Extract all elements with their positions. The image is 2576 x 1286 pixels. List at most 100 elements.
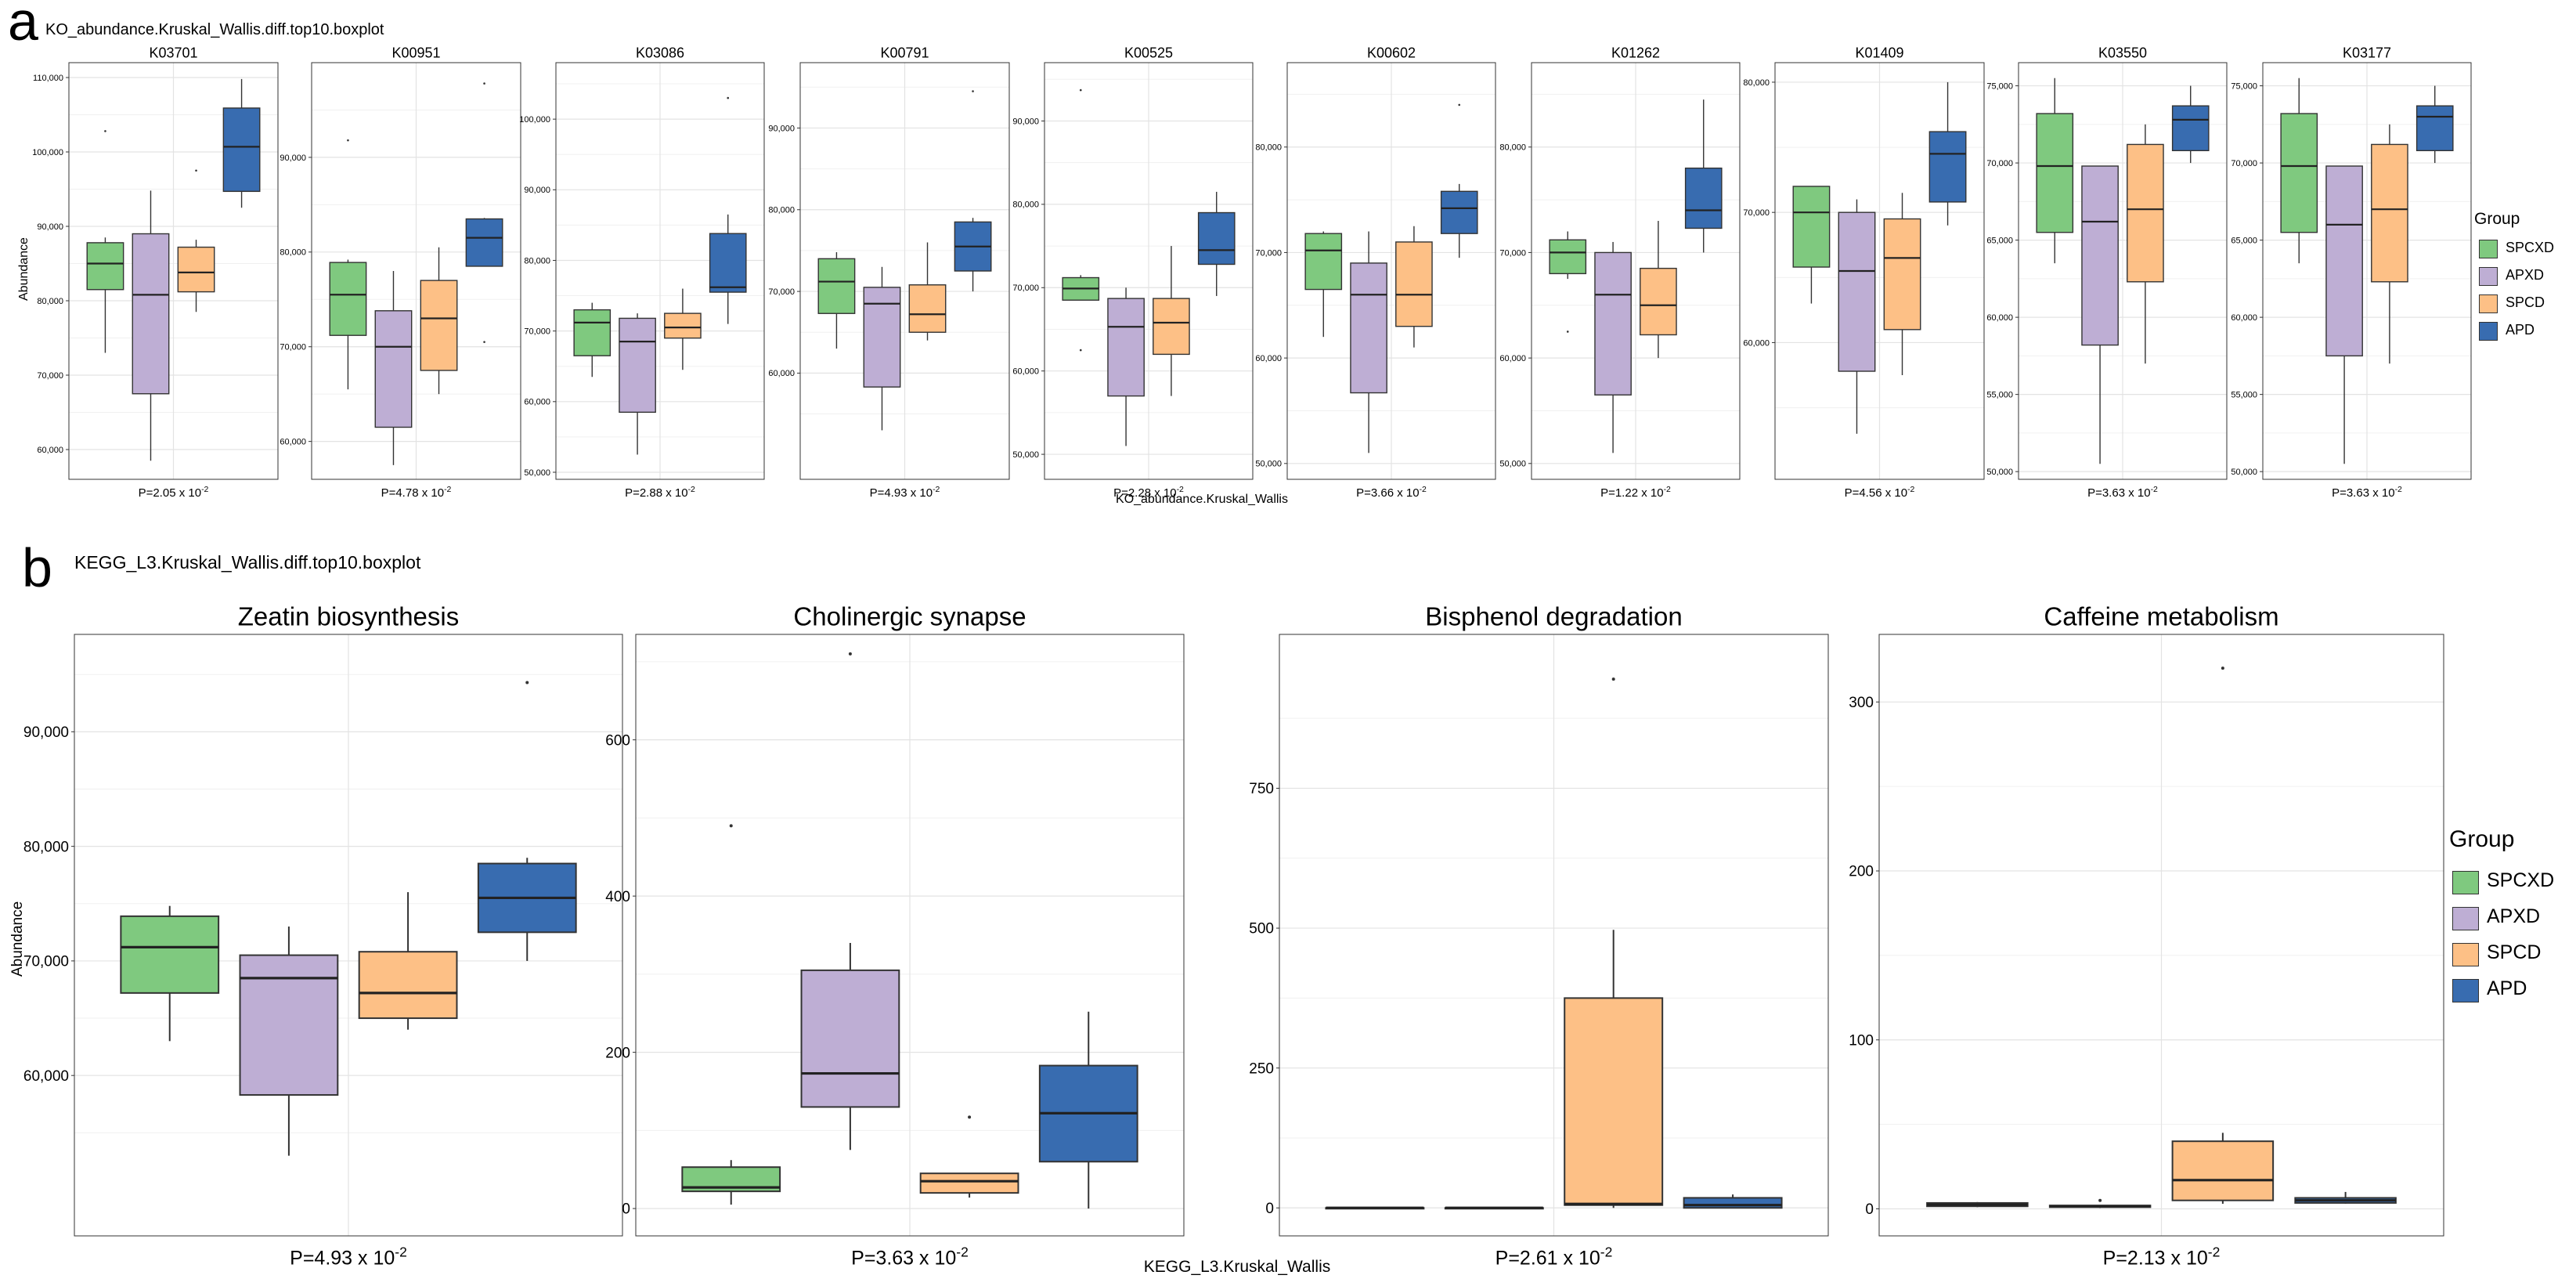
y-tick-label: 600 [605, 732, 630, 749]
y-tick-label: 75,000 [1986, 81, 2013, 91]
box-apxd [1107, 287, 1145, 446]
y-tick-label: 75,000 [2231, 81, 2257, 91]
box-spcxd-iqr [1304, 233, 1343, 291]
y-tick-label: 70,000 [23, 954, 69, 970]
y-tick-label: 70,000 [1499, 248, 1526, 258]
box-spcd [1564, 677, 1664, 1208]
box-apd-iqr [1440, 190, 1478, 234]
plot-frame [74, 634, 623, 1237]
box-apxd [132, 190, 170, 461]
y-tick-label: 65,000 [2231, 236, 2257, 245]
box-spcxd-outlier [347, 139, 349, 142]
box-spcd-iqr [1153, 298, 1190, 356]
box-apxd-iqr [1838, 211, 1876, 372]
chart-panel-a-9: 50,000 55,000 60,000 65,000 70,000 75,000 K031… [2231, 45, 2472, 500]
box-apd-iqr [1197, 211, 1236, 266]
p-value-label: P=3.63 x 10-2 [851, 1244, 969, 1269]
box-apd [1928, 81, 1967, 226]
chart-title: K00525 [1124, 45, 1173, 61]
box-spcd-iqr [1640, 267, 1677, 336]
y-tick-label: 50,000 [1012, 450, 1039, 460]
box-spcd [1883, 193, 1921, 375]
box-spcd [1153, 246, 1190, 396]
legend-b-label-apxd: APXD [2487, 905, 2541, 927]
plot-frame [635, 634, 1185, 1237]
y-tick-label: 90,000 [1012, 117, 1039, 126]
box-spcd-iqr [919, 1172, 1019, 1194]
box-spcxd-outlier [1079, 349, 1082, 352]
box-spcxd [573, 302, 612, 377]
chart-panel-a-1: 60,000 70,000 80,000 90,000 K00951 P=4.78 x 1… [280, 45, 521, 500]
y-tick-label: 60,000 [1255, 354, 1282, 363]
box-apd [2171, 85, 2210, 164]
box-spcxd [1926, 1201, 2029, 1208]
box-apxd [1350, 231, 1387, 453]
box-apxd-iqr [132, 233, 170, 395]
box-apd [1684, 99, 1723, 253]
box-spcxd-iqr [2280, 113, 2318, 233]
chart-title: K03550 [2098, 45, 2147, 61]
y-tick-label: 400 [605, 889, 630, 905]
box-apd-iqr [222, 107, 261, 193]
box-apxd [2048, 1198, 2152, 1208]
y-tick-label: 200 [1849, 864, 1874, 880]
y-tick-label: 70,000 [280, 343, 306, 352]
box-apd-outlier [1458, 103, 1461, 107]
y-tick-label: 60,000 [1743, 338, 1770, 348]
chart-title: K00791 [880, 45, 929, 61]
y-tick-label: 50,000 [1499, 460, 1526, 469]
y-tick-label: 60,000 [768, 369, 795, 378]
p-value-label: P=4.93 x 10-2 [290, 1244, 407, 1269]
y-tick-label: 70,000 [768, 287, 795, 297]
p-value-label: P=3.63 x 10-2 [2332, 485, 2402, 500]
y-tick-label: 80,000 [37, 297, 63, 306]
box-spcxd [1304, 231, 1343, 338]
box-apd-outlier [483, 341, 485, 343]
y-tick-label: 80,000 [280, 248, 306, 258]
box-apxd [2081, 165, 2119, 464]
box-apd [709, 96, 747, 324]
p-value-label: P=2.13 x 10-2 [2103, 1244, 2221, 1269]
box-apxd [800, 652, 900, 1151]
box-apxd [374, 271, 413, 465]
p-value-label: P=2.88 x 10-2 [625, 485, 695, 500]
chart-title: K03701 [149, 45, 197, 61]
legend-a-title: Group [2474, 210, 2520, 228]
box-spcxd [817, 252, 856, 349]
box-spcd [2127, 124, 2164, 364]
box-apd [954, 90, 992, 292]
chart-title: Zeatin biosynthesis [238, 601, 459, 630]
box-apd-iqr [465, 218, 503, 267]
plot-frame [68, 62, 279, 480]
box-apxd-iqr [619, 317, 656, 414]
panel-b-title: KEGG_L3.Kruskal_Wallis.diff.top10.boxplo… [74, 552, 421, 573]
box-apd-iqr [2415, 105, 2454, 152]
y-tick-label: 50,000 [1986, 468, 2013, 477]
y-tick-label: 80,000 [1499, 143, 1526, 153]
chart-title: K01409 [1855, 45, 1903, 61]
chart-panel-b-1: 0 200 400 600 Cholinergic synapse P=3.63 x 10… [605, 601, 1185, 1269]
y-tick-label: 80,000 [1743, 78, 1770, 88]
box-spcxd-outlier [104, 130, 106, 132]
plot-frame [555, 62, 765, 480]
box-apxd-iqr [1107, 298, 1145, 397]
chart-panel-b-0: 60,000 70,000 80,000 90,000 Zeatin biosynthe… [23, 601, 623, 1269]
panel-a-footer: KO_abundance.Kruskal_Wallis [1116, 493, 1288, 506]
y-tick-label: 100,000 [32, 148, 63, 157]
y-tick-label: 55,000 [1986, 390, 2013, 399]
box-spcd [177, 169, 215, 312]
y-tick-label: 80,000 [23, 839, 69, 855]
box-spcd-iqr [2171, 1140, 2275, 1201]
box-spcd-iqr [908, 284, 947, 333]
y-tick-label: 70,000 [2231, 159, 2257, 168]
box-apxd [619, 313, 656, 455]
box-spcd [358, 892, 458, 1030]
box-apxd-iqr [1594, 251, 1632, 396]
box-apd-outlier [483, 82, 485, 85]
y-tick-label: 60,000 [524, 398, 550, 407]
y-tick-label: 70,000 [524, 327, 550, 336]
plot-frame [1279, 634, 1829, 1237]
plot-frame [2018, 62, 2228, 480]
box-spcd-iqr [177, 246, 215, 293]
legend-b-label-spcxd: SPCXD [2487, 869, 2555, 891]
